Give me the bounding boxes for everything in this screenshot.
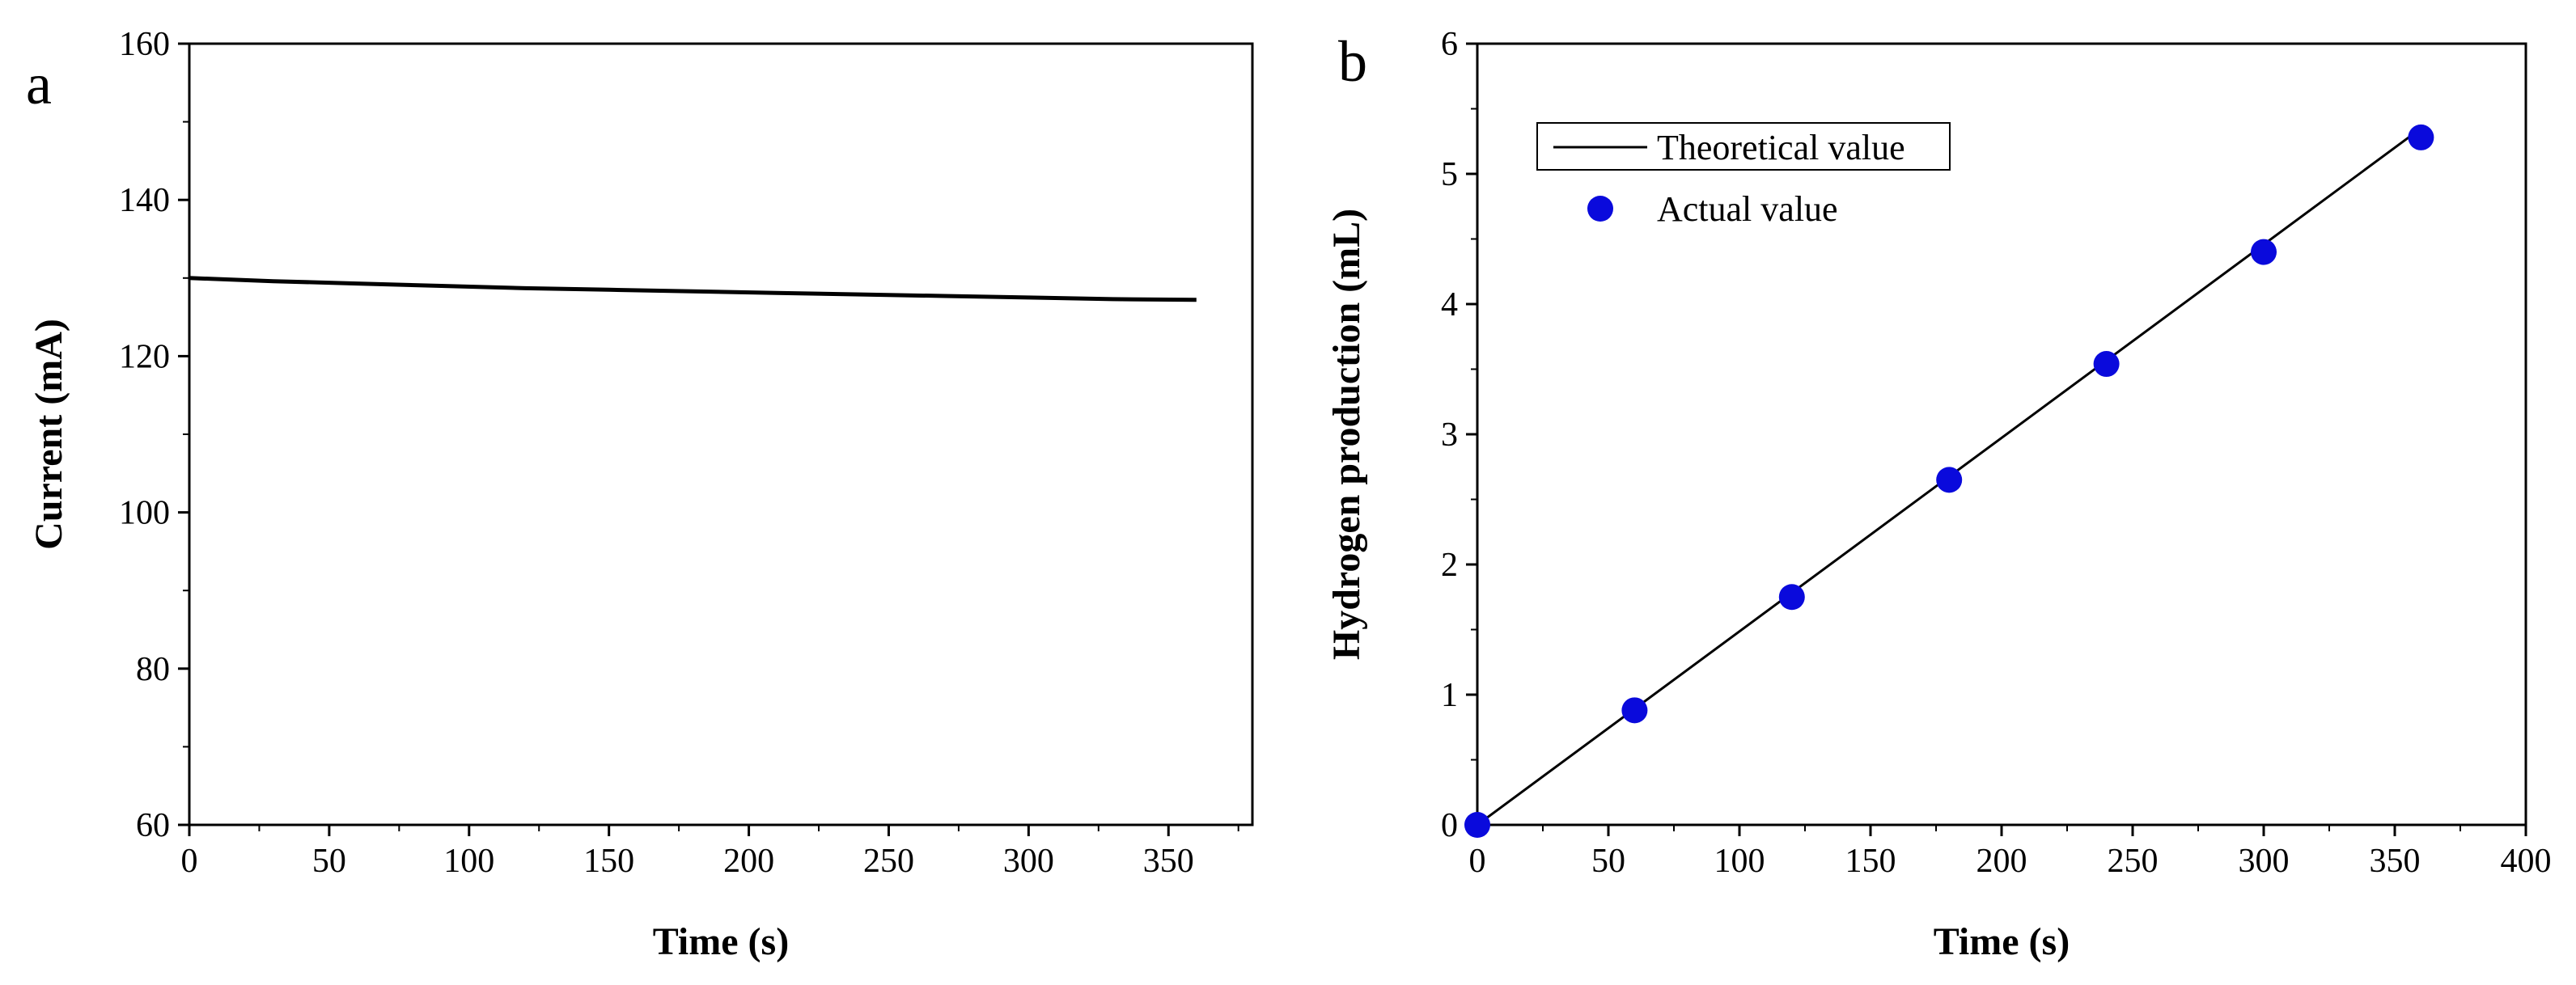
x-tick-label: 150 [583,843,634,880]
panel-b-legend: Theoretical value Actual value [1536,122,1951,229]
panel-b-chart: b 0 1 2 3 4 5 6 0 50 100 150 200 250 300 350 400 Time … [1325,26,2552,963]
data-point [1936,467,1963,493]
panel-b-x-tick-labels: 0 50 100 150 200 250 300 350 400 [1469,843,2552,880]
y-tick-label: 4 [1441,286,1458,323]
data-point [2251,239,2277,265]
y-tick-label: 0 [1441,807,1458,844]
x-tick-label: 400 [2501,843,2552,880]
panel-a-letter: a [26,52,52,116]
panel-a-y-tick-labels: 60 80 100 120 140 160 [119,26,170,844]
y-tick-label: 1 [1441,677,1458,714]
x-tick-label: 350 [2370,843,2421,880]
y-tick-label: 3 [1441,416,1458,454]
data-point [2408,124,2434,150]
panel-a-ticks [178,42,1239,836]
y-tick-label: 6 [1441,26,1458,63]
y-tick-label: 5 [1441,156,1458,193]
y-tick-label: 100 [119,495,170,532]
x-tick-label: 50 [1591,843,1625,880]
x-tick-label: 100 [443,843,494,880]
x-tick-label: 200 [1976,843,2027,880]
y-tick-label: 60 [136,807,170,844]
x-tick-label: 350 [1143,843,1194,880]
panel-b-letter: b [1338,29,1367,94]
x-tick-label: 50 [312,843,346,880]
x-tick-label: 250 [863,843,914,880]
x-tick-label: 0 [181,843,198,880]
panel-a-y-axis-title: Current (mA) [28,319,70,550]
x-tick-label: 200 [723,843,774,880]
panel-a-series [189,276,1197,302]
data-point [1621,697,1648,724]
y-tick-label: 160 [119,26,170,63]
y-tick-label: 80 [136,651,170,688]
y-tick-label: 2 [1441,547,1458,584]
x-tick-label: 150 [1845,843,1896,880]
panel-b-y-axis-title: Hydrogen production (mL) [1325,209,1368,660]
x-tick-label: 100 [1714,843,1765,880]
series-line-current [189,276,1197,302]
x-tick-label: 300 [1003,843,1054,880]
panel-a-x-tick-labels: 0 50 100 150 200 250 300 350 [181,843,1194,880]
data-point [1778,584,1805,611]
x-tick-label: 300 [2239,843,2290,880]
panel-a-x-axis-title: Time (s) [653,920,789,963]
legend-marker-actual [1587,196,1613,222]
panel-a-chart: a 60 80 100 120 140 160 0 50 100 150 200 250 300 350… [26,26,1254,963]
y-tick-label: 120 [119,338,170,375]
panel-a-plot-frame [188,42,1254,826]
x-tick-label: 0 [1469,843,1486,880]
x-tick-label: 250 [2108,843,2159,880]
panel-b-y-tick-labels: 0 1 2 3 4 5 6 [1441,26,1458,844]
legend-label-actual: Actual value [1657,189,1838,229]
data-point [1464,812,1490,838]
legend-label-theoretical: Theoretical value [1657,128,1905,167]
panel-b-x-axis-title: Time (s) [1934,920,2070,963]
panel-b-series [1464,124,2434,838]
y-tick-label: 140 [119,182,170,219]
data-point [2093,351,2120,378]
